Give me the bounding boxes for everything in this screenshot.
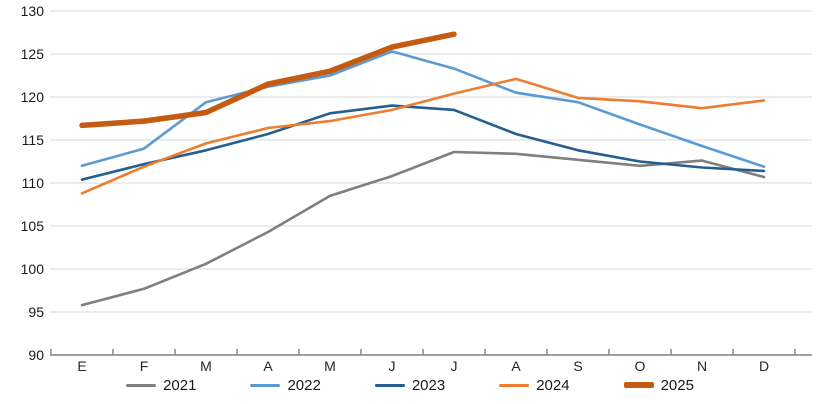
x-tick-label-9: O: [635, 358, 646, 374]
y-tick-label-120: 120: [21, 89, 45, 105]
series-line-2022: [80, 50, 766, 168]
x-tick-label-11: D: [759, 358, 769, 374]
legend-swatch-2025: [623, 382, 654, 388]
x-tick-label-3: A: [263, 358, 273, 374]
series-line-2025: [79, 31, 457, 129]
legend-swatch-2024: [499, 383, 530, 387]
y-tick-label-100: 100: [21, 261, 45, 277]
x-tick-label-4: M: [324, 358, 336, 374]
legend-swatch-2021: [126, 383, 157, 387]
x-tick-label-1: F: [140, 358, 149, 374]
x-tick-label-7: A: [511, 358, 521, 374]
series-line-2023: [80, 104, 766, 181]
y-axis-labels: 90 95 100 105 110 115 120 125 130: [21, 3, 45, 363]
gridlines: [50, 10, 812, 313]
legend-label-2022: 2022: [287, 376, 321, 394]
legend-label-2021: 2021: [163, 376, 197, 394]
legend-item-2025: 2025: [623, 376, 694, 394]
chart-legend: 2021 2022 2023 2024 2025: [0, 369, 820, 401]
legend-item-2024: 2024: [499, 376, 570, 394]
x-tick-label-5: J: [389, 358, 396, 374]
series-line-2024: [80, 77, 766, 195]
x-tick-label-0: E: [77, 358, 86, 374]
x-tick-label-6: J: [451, 358, 458, 374]
legend-swatch-2023: [374, 383, 405, 387]
y-tick-label-95: 95: [28, 304, 44, 320]
x-axis: [50, 349, 812, 356]
legend-label-2025: 2025: [660, 376, 694, 394]
legend-item-2021: 2021: [126, 378, 196, 393]
series-line-2021: [80, 150, 766, 307]
legend-swatch-2022: [250, 383, 281, 387]
legend-label-2023: 2023: [411, 376, 446, 394]
x-tick-label-2: M: [200, 358, 212, 374]
series-lines: [79, 31, 766, 307]
legend-label-2024: 2024: [536, 376, 570, 394]
y-tick-label-90: 90: [28, 347, 44, 363]
x-tick-label-8: S: [573, 358, 582, 374]
y-tick-label-130: 130: [21, 3, 45, 19]
y-tick-label-115: 115: [22, 132, 45, 148]
y-tick-label-125: 125: [21, 46, 45, 62]
legend-item-2023: 2023: [374, 376, 446, 394]
x-tick-label-10: N: [697, 358, 707, 374]
legend-item-2022: 2022: [250, 376, 321, 394]
y-tick-label-110: 110: [22, 175, 45, 191]
y-tick-label-105: 105: [21, 218, 45, 234]
